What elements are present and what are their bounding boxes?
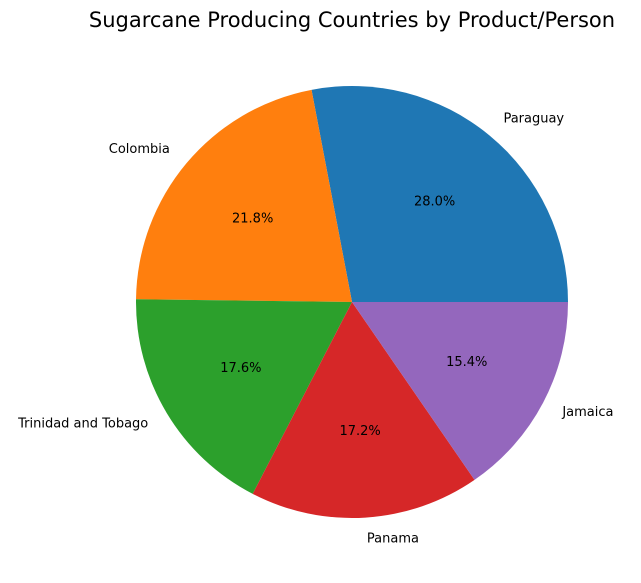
percent-label-trinidad-and-tobago: 17.6%: [220, 361, 261, 376]
slice-label-jamaica: Jamaica: [561, 405, 613, 420]
pie-labels: Paraguay 28.0% Colombia 21.8% Trinidad and T…: [17, 111, 613, 546]
percent-label-jamaica: 15.4%: [446, 355, 487, 370]
pie-slice-paraguay: [311, 85, 568, 302]
chart-title: Sugarcane Producing Countries by Product…: [89, 8, 615, 32]
slice-label-trinidad-and-tobago: Trinidad and Tobago: [17, 417, 148, 432]
pie-slices: [136, 85, 568, 518]
slice-label-panama: Panama: [367, 532, 419, 547]
percent-label-paraguay: 28.0%: [414, 195, 455, 210]
slice-label-paraguay: Paraguay: [503, 111, 564, 126]
percent-label-colombia: 21.8%: [232, 211, 273, 226]
pie-slice-jamaica: [352, 302, 568, 480]
pie-slice-trinidad-and-tobago: [136, 299, 352, 494]
pie-slice-colombia: [136, 89, 352, 302]
percent-label-panama: 17.2%: [339, 424, 380, 439]
slice-label-colombia: Colombia: [109, 142, 170, 157]
pie-slice-panama: [252, 302, 475, 518]
